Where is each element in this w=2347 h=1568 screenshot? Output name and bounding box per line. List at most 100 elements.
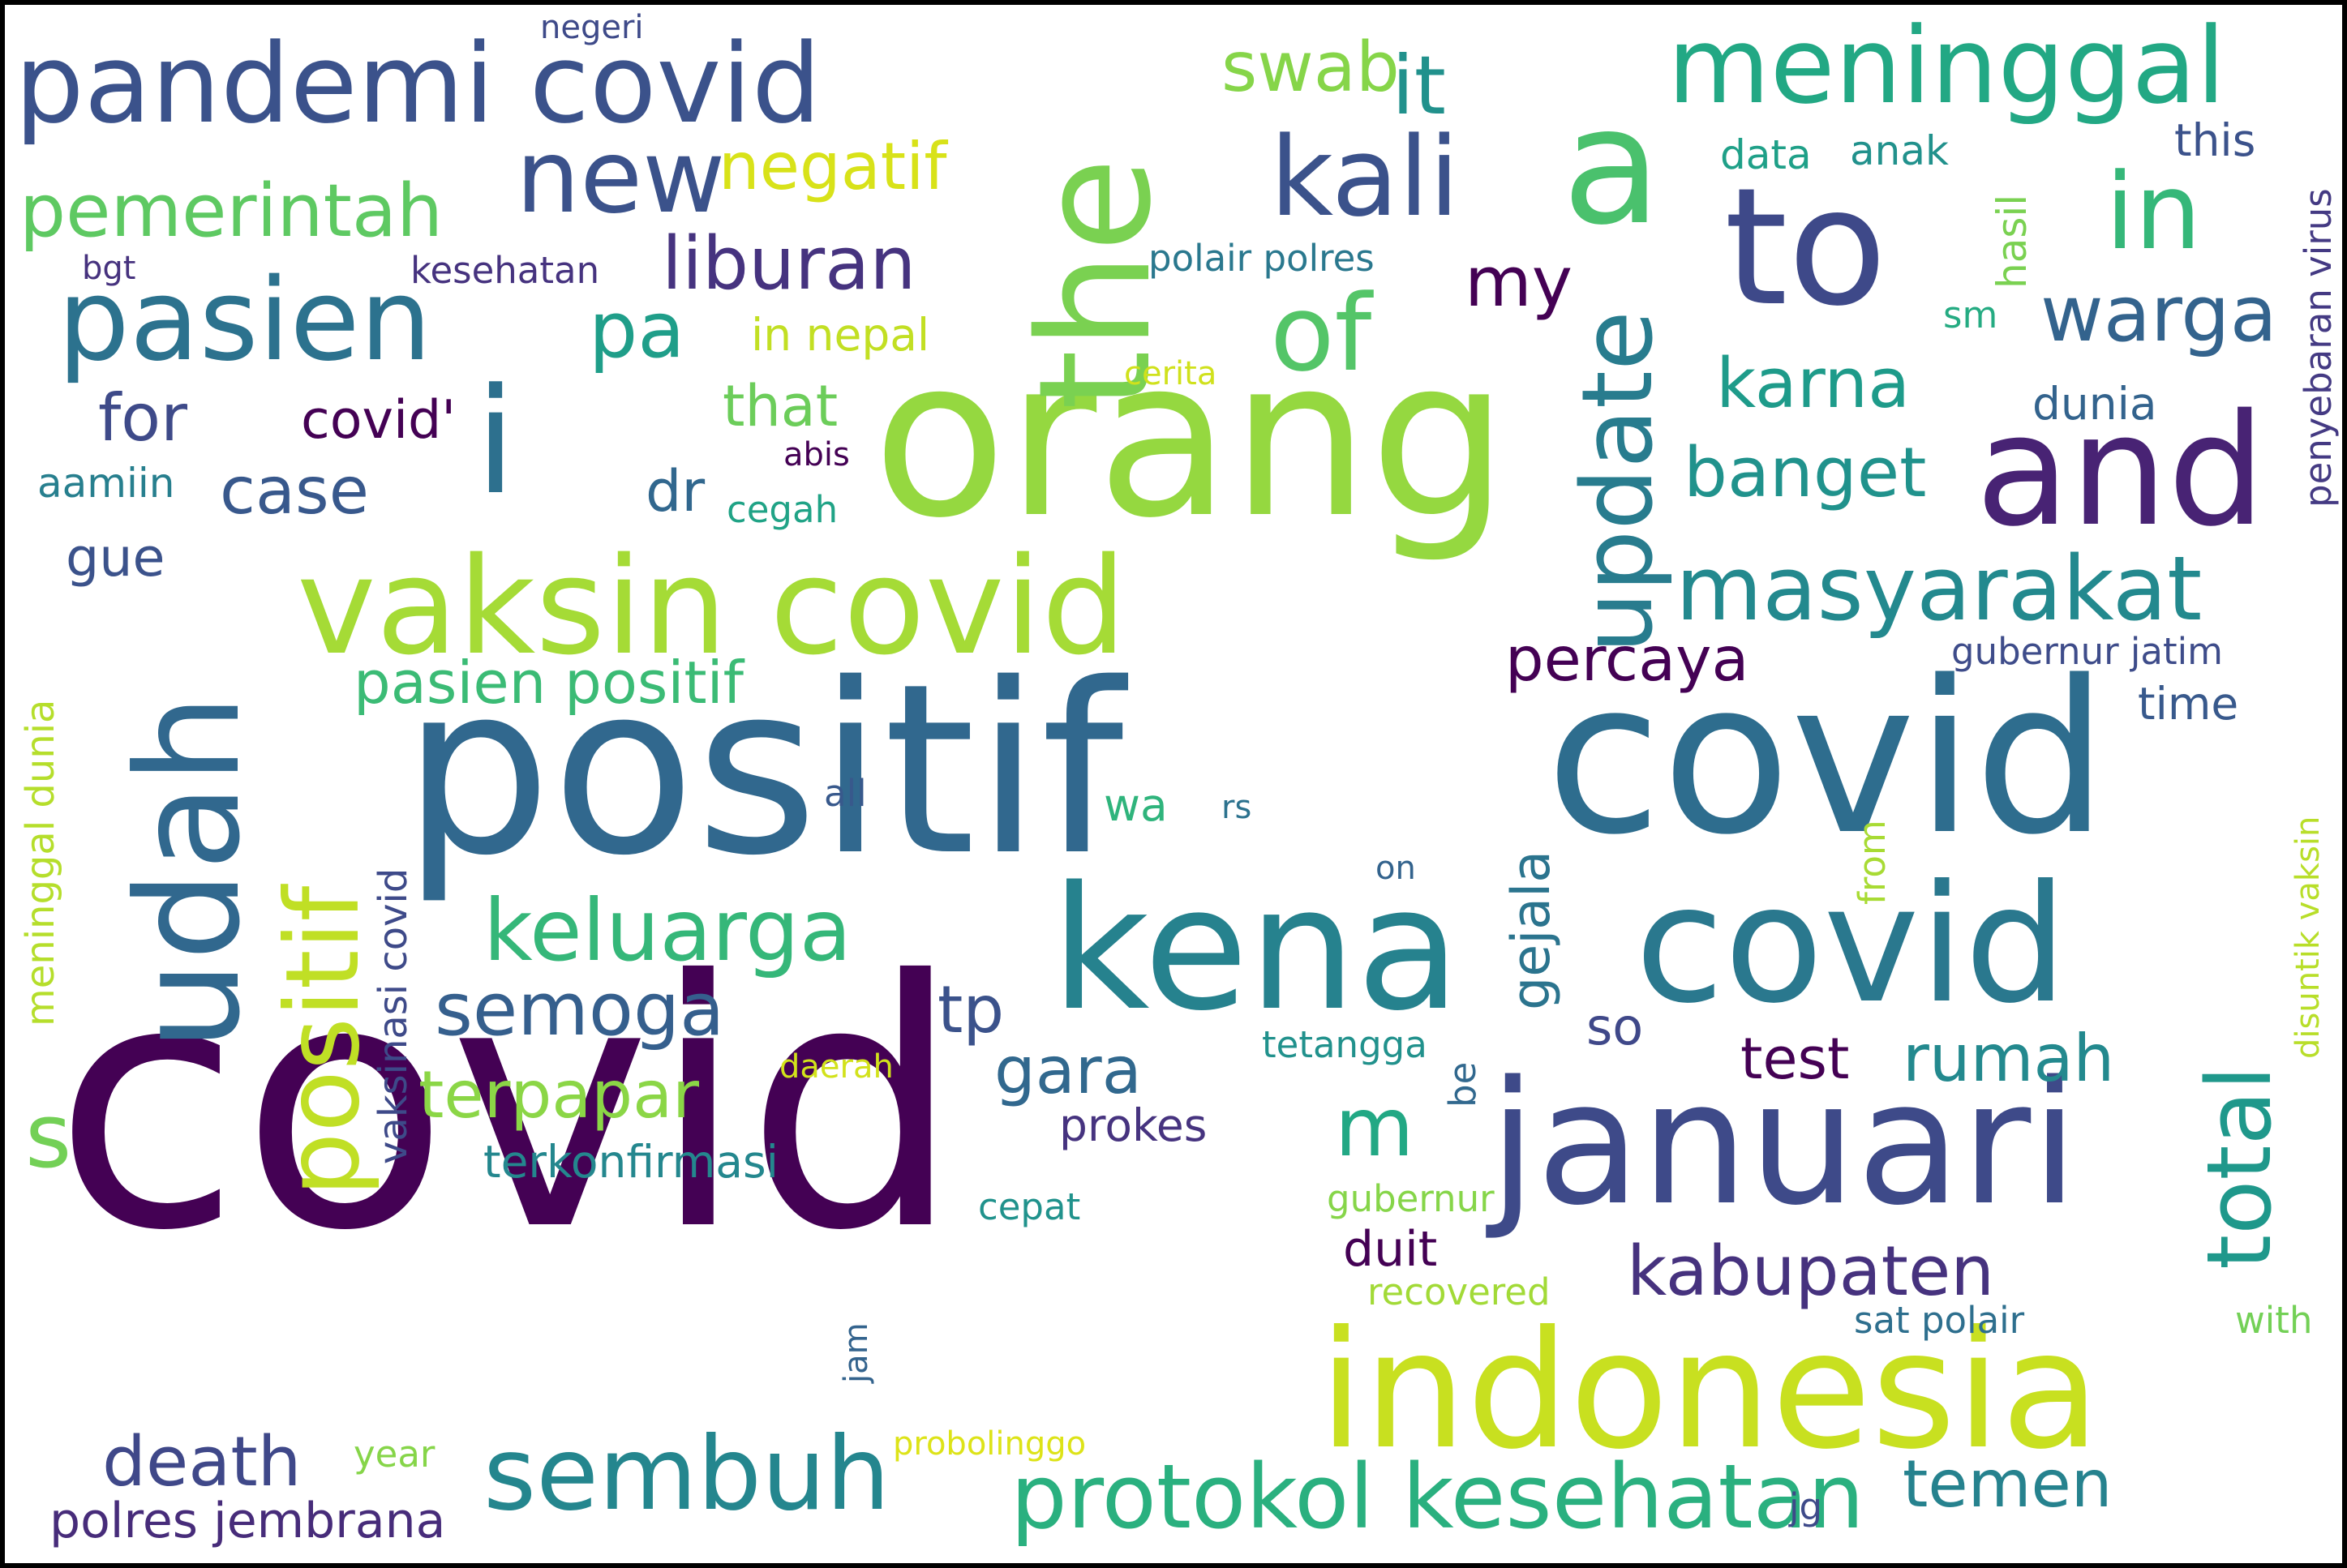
word-cloud-word: time [2138, 678, 2239, 730]
word-cloud-word: and [1976, 381, 2266, 560]
word-cloud-word: anak [1850, 127, 1949, 174]
word-cloud-word: masyarakat [1676, 537, 2203, 640]
word-cloud-word: new [516, 118, 726, 236]
word-cloud-word: karna [1716, 344, 1911, 424]
word-cloud-word: abis [783, 436, 850, 473]
word-cloud-word: dunia [2032, 378, 2157, 430]
word-cloud-word: aamiin [37, 460, 175, 507]
word-cloud-word: s [25, 1084, 72, 1188]
word-cloud-word: a [1562, 72, 1662, 261]
word-cloud-word: vaksinasi covid [371, 868, 416, 1164]
word-cloud-word: cegah [727, 488, 839, 531]
word-cloud-word: indonesia [1319, 1296, 2100, 1485]
word-cloud-word: prokes [1059, 1099, 1208, 1151]
word-cloud-word: pandemi covid [15, 20, 822, 148]
word-cloud-word: polres jembrana [49, 1493, 446, 1549]
word-cloud-word: daerah [779, 1048, 894, 1086]
word-cloud-word: percaya [1505, 623, 1749, 695]
word-cloud-word: kesehatan [410, 249, 600, 292]
word-cloud-word: terkonfirmasi [483, 1136, 779, 1188]
word-cloud-word: gara [994, 1033, 1142, 1108]
word-cloud-word: positif [264, 885, 382, 1197]
word-cloud-word: cepat [978, 1185, 1081, 1228]
word-cloud-word: kabupaten [1627, 1232, 1995, 1312]
word-cloud-word: protokol kesehatan [1010, 1445, 1864, 1549]
word-cloud-word: recovered [1367, 1270, 1551, 1313]
word-cloud-word: semoga [435, 967, 725, 1052]
word-cloud-word: disuntik vaksin [2289, 816, 2327, 1059]
word-cloud-word: gubernur [1327, 1177, 1495, 1220]
word-cloud-word: jam [838, 1322, 875, 1383]
word-cloud-word: vaksin covid [297, 529, 1127, 684]
word-cloud-word: meninggal [1667, 4, 2226, 127]
word-cloud-word: negatif [719, 129, 947, 204]
word-cloud-word: pemerintah [19, 169, 444, 254]
word-cloud-word: pasien positif [354, 649, 744, 717]
word-cloud-word: sm [1943, 293, 1998, 336]
word-cloud-word: on [1375, 850, 1416, 887]
word-cloud-word: in [2105, 150, 2202, 273]
word-cloud-word: meninggal dunia [18, 699, 63, 1026]
word-cloud-word: my [1465, 242, 1573, 323]
word-cloud-word: data [1720, 131, 1812, 178]
word-cloud-word: warga [2040, 270, 2277, 359]
word-cloud-word: kena [1051, 850, 1461, 1048]
word-cloud-word: keluarga [483, 881, 852, 980]
word-cloud-word: so [1586, 997, 1644, 1056]
word-cloud-word: hasil [1989, 194, 2036, 289]
word-cloud-word: cerita [1124, 355, 1217, 392]
word-cloud-word: udah [107, 693, 272, 1051]
word-cloud-word: orang [873, 311, 1509, 566]
word-cloud-word: bgt [82, 250, 136, 287]
word-cloud-word: tp [938, 972, 1005, 1047]
word-cloud-word: be [1441, 1061, 1484, 1107]
word-cloud-word: in nepal [751, 309, 930, 361]
word-cloud-word: negeri [540, 9, 644, 46]
word-cloud-word: liburan [662, 221, 916, 306]
word-cloud-word: i [475, 358, 517, 527]
word-cloud-word: it [1392, 38, 1446, 133]
word-cloud-word: dr [646, 458, 706, 525]
word-cloud-word: gue [66, 528, 165, 589]
word-cloud-word: of [1270, 272, 1372, 395]
word-cloud-word: that [723, 373, 839, 439]
word-cloud-word: total [2187, 1065, 2291, 1270]
word-cloud-word: covid [1635, 850, 2068, 1039]
word-cloud-word: sembuh [483, 1416, 890, 1533]
word-cloud-word: kali [1270, 114, 1460, 241]
word-cloud-word: sat polair [1854, 1299, 2025, 1342]
word-cloud-word: pa [589, 286, 685, 375]
word-cloud-word: covid [1546, 636, 2109, 881]
word-cloud-word: penyebaran virus [2297, 188, 2340, 508]
word-cloud-word: covid' [301, 390, 457, 451]
word-cloud-word: polair polres [1148, 237, 1375, 280]
word-cloud-word: rs [1221, 789, 1252, 826]
word-cloud-word: test [1740, 1026, 1850, 1092]
word-cloud-word: m [1335, 1080, 1414, 1175]
word-cloud-word: gejala [1501, 850, 1562, 1010]
word-cloud-word: positif [402, 634, 1124, 907]
word-cloud-word: rumah [1903, 1021, 2115, 1096]
word-cloud-word: for [98, 380, 187, 456]
word-cloud-word: gubernur jatim [1951, 630, 2223, 673]
word-cloud-word: temen [1903, 1446, 2113, 1522]
word-cloud-word: with [2235, 1299, 2313, 1342]
word-cloud-word: pasien [58, 255, 432, 387]
word-cloud-word: year [354, 1433, 436, 1476]
word-cloud-word: covid [54, 909, 962, 1305]
word-cloud-word: banget [1684, 433, 1927, 513]
word-cloud-word: januari [1489, 1044, 2079, 1243]
word-cloud-word: death [102, 1422, 302, 1502]
word-cloud-word: wa [1104, 779, 1168, 831]
word-cloud-word: duit [1343, 1221, 1438, 1278]
word-cloud-word: terpapar [418, 1057, 699, 1133]
word-cloud-word: to [1724, 153, 1887, 342]
word-cloud-word: from [1851, 820, 1894, 905]
word-cloud-word: this [2174, 114, 2256, 166]
word-cloud-word: swab [1221, 28, 1400, 108]
word-cloud-word: update [1562, 311, 1675, 653]
word-cloud-word: case [220, 453, 369, 529]
word-cloud-word: tetangga [1262, 1023, 1427, 1066]
word-cloud-word: probolinggo [893, 1425, 1087, 1463]
